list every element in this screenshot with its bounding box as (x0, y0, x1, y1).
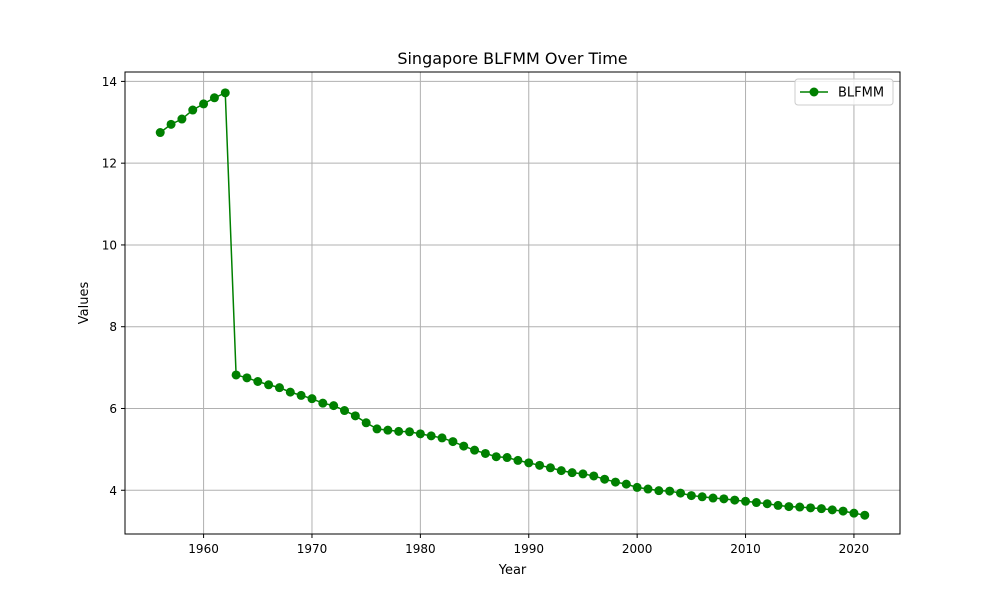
data-point (426, 431, 436, 441)
data-point (361, 418, 371, 428)
data-point (383, 425, 393, 435)
data-point (589, 471, 599, 481)
data-point (448, 437, 458, 447)
data-point (784, 502, 794, 512)
y-tick-label: 10 (102, 238, 117, 252)
data-point (177, 114, 187, 124)
x-tick-label: 1980 (405, 542, 436, 556)
data-point (654, 486, 664, 496)
data-point (264, 380, 274, 390)
data-point (697, 492, 707, 502)
data-point (459, 441, 469, 451)
data-point (274, 383, 284, 393)
y-tick-label: 4 (109, 484, 117, 498)
data-point (491, 452, 501, 462)
x-tick-label: 1970 (297, 542, 328, 556)
data-point (730, 495, 740, 505)
data-point (253, 376, 263, 386)
x-axis-ticks: 1960 1970 1980 1990 2000 2010 2020 (188, 534, 869, 556)
data-point (394, 426, 404, 436)
plot-frame (124, 71, 901, 535)
y-tick-label: 14 (102, 75, 117, 89)
legend: BLFMM (794, 78, 894, 106)
legend-marker-swatch (809, 87, 819, 97)
data-point (578, 469, 588, 479)
data-point (708, 493, 718, 503)
data-point (480, 448, 490, 458)
data-point (838, 506, 848, 516)
y-tick-label: 6 (109, 402, 117, 416)
data-point (437, 433, 447, 443)
x-tick-label: 2020 (839, 542, 870, 556)
data-point (502, 453, 512, 463)
data-point (806, 503, 816, 513)
data-point (610, 477, 620, 487)
data-point (242, 373, 252, 383)
data-point (545, 463, 555, 473)
data-point (567, 468, 577, 478)
data-point (741, 496, 751, 506)
data-point (762, 499, 772, 509)
x-tick-label: 1960 (188, 542, 219, 556)
legend-label: BLFMM (838, 86, 884, 101)
data-point (600, 474, 610, 484)
data-point (860, 510, 870, 520)
x-tick-label: 2010 (730, 542, 761, 556)
data-point (220, 88, 230, 98)
data-point (827, 505, 837, 515)
data-point (339, 406, 349, 416)
x-axis-label: Year (498, 563, 527, 578)
y-axis-label: Values (77, 282, 92, 325)
data-point (686, 491, 696, 501)
data-point (199, 99, 209, 109)
data-point (318, 398, 328, 408)
data-point (816, 504, 826, 514)
data-point (719, 494, 729, 504)
data-point (296, 390, 306, 400)
data-point (556, 466, 566, 476)
data-point (415, 429, 425, 439)
data-point (329, 401, 339, 411)
data-point (285, 387, 295, 397)
data-point (524, 458, 534, 468)
y-tick-label: 12 (102, 157, 117, 171)
data-point (231, 370, 241, 380)
data-point (773, 500, 783, 510)
data-point (621, 479, 631, 489)
legend-box (794, 78, 894, 106)
data-point (470, 445, 480, 455)
data-point (350, 411, 360, 421)
data-point (307, 394, 317, 404)
data-point (209, 93, 219, 103)
data-point (632, 482, 642, 492)
data-point (513, 455, 523, 465)
data-point (751, 498, 761, 508)
data-point (535, 460, 545, 470)
series-layer (155, 88, 870, 520)
series-line-blfmm (159, 91, 865, 516)
data-point (795, 502, 805, 512)
data-point (166, 119, 176, 129)
x-tick-label: 1990 (513, 542, 544, 556)
data-point (372, 424, 382, 434)
data-point (405, 427, 415, 437)
data-point (643, 484, 653, 494)
y-axis-ticks: 4 6 8 10 12 14 (102, 75, 125, 498)
data-point (849, 508, 859, 518)
chart-title: Singapore BLFMM Over Time (397, 49, 627, 68)
data-point (188, 105, 198, 115)
data-point (665, 486, 675, 496)
y-tick-label: 8 (109, 320, 117, 334)
data-point (155, 128, 165, 138)
grid (125, 72, 900, 534)
data-point (676, 488, 686, 498)
x-tick-label: 2000 (622, 542, 653, 556)
